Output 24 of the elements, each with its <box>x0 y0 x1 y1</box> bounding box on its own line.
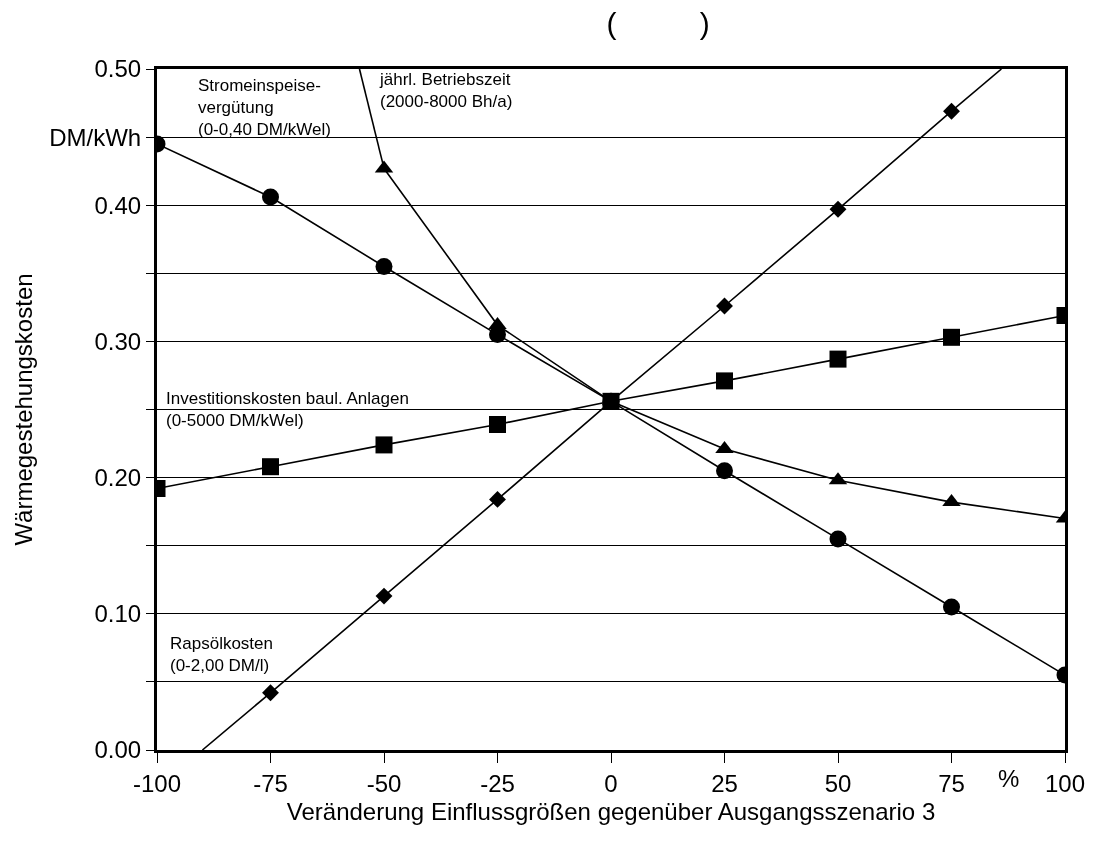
y-tick-label: 0.00 <box>94 736 142 764</box>
x-tick-label: 25 <box>711 769 738 797</box>
x-tick-label: -100 <box>132 769 182 797</box>
series-label: Stromeinspeise- vergütung (0-0,40 DM/kWel) <box>198 76 331 140</box>
series-label: Rapsölkosten (0-2,00 DM/l) <box>170 634 274 676</box>
chart-title: ( ) <box>606 6 710 40</box>
y-tick-label: 0.50 <box>94 55 142 83</box>
x-tick-label: -50 <box>366 769 402 797</box>
y-tick-label: 0.20 <box>94 464 142 491</box>
x-axis-title: Veränderung Einflussgrößen gegenüber Ausgangsszenario 3 <box>286 798 936 826</box>
x-tick-label: 0 <box>604 769 618 797</box>
y-tick-label: DM/kWh <box>49 123 142 151</box>
text: % <box>998 765 1020 792</box>
x-tick-label: -75 <box>253 769 288 797</box>
text: jährl. Betriebszeit (2000-8000 Bh/a) <box>379 70 513 112</box>
y-tick-label: 0.30 <box>94 327 142 355</box>
x-tick-label: 50 <box>824 769 852 797</box>
y-tick-label: 0.40 <box>94 191 142 219</box>
x-tick-label: 75 <box>938 769 965 797</box>
x-tick-label: 100 <box>1044 769 1086 797</box>
series-label: Investitionskosten baul. Anlagen (0-5000 DM/kWel) <box>166 389 409 431</box>
y-tick-label: 0.10 <box>94 600 142 628</box>
y-axis-title: Wärmegestehungskosten <box>10 273 38 546</box>
x-tick-label: -25 <box>480 769 515 797</box>
